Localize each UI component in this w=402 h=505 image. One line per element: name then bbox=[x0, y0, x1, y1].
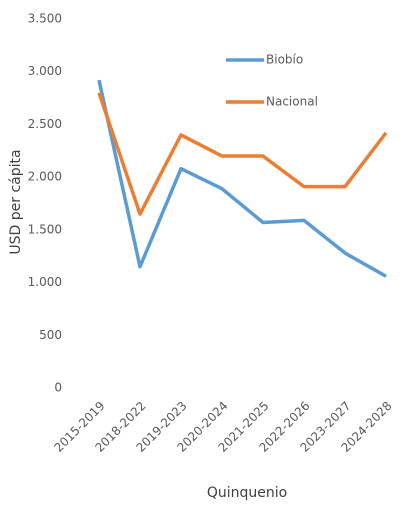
y-tick-label: 2.000 bbox=[28, 170, 62, 184]
y-tick-label: 3.500 bbox=[28, 12, 62, 26]
series-line bbox=[97, 79, 387, 278]
legend-label: Biobío bbox=[266, 53, 303, 67]
legend-label: Nacional bbox=[266, 95, 318, 109]
y-axis-title: USD per cápita bbox=[8, 149, 24, 254]
y-tick-label: 2.500 bbox=[28, 117, 62, 131]
y-tick-label: 0 bbox=[54, 381, 62, 395]
y-tick-label: 500 bbox=[39, 328, 62, 342]
series-line bbox=[97, 92, 388, 216]
x-axis-title: Quinquenio bbox=[207, 485, 287, 501]
y-tick-label: 3.000 bbox=[28, 64, 62, 78]
y-tick-label: 1.000 bbox=[28, 275, 62, 289]
y-tick-label: 1.500 bbox=[28, 222, 62, 236]
